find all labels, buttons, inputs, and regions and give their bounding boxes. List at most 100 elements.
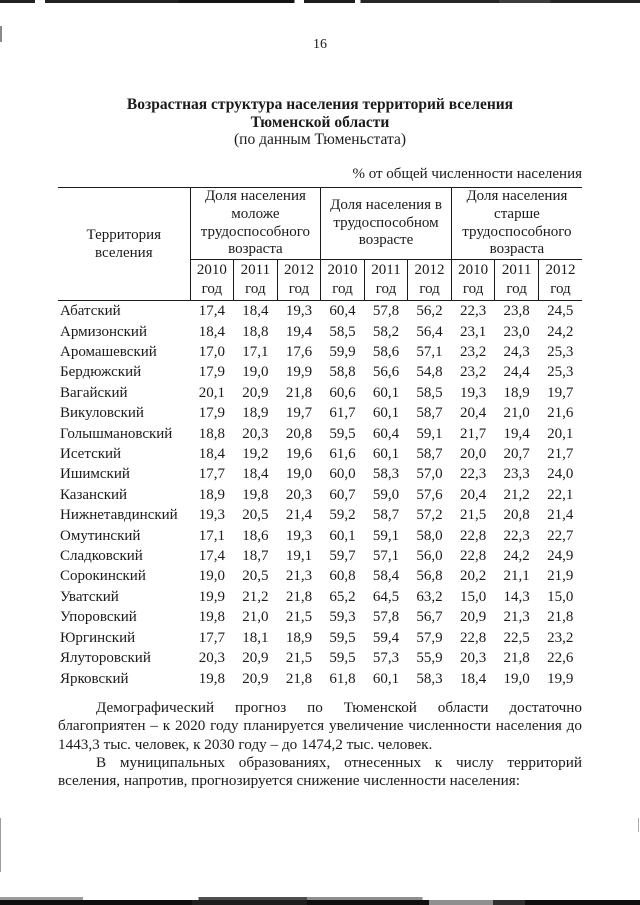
value-cell: 61,6 — [329, 446, 356, 463]
table-row: Бердюжский 17,9 19,0 19,9 58,8 56,6 54,8 23,2 24… — [58, 362, 582, 382]
value-cell: 56,2 — [416, 303, 443, 320]
value-cell: 19,2 — [242, 446, 269, 463]
value-cell: 18,8 — [198, 425, 225, 442]
value-cell: 14,3 — [503, 588, 530, 605]
territory-cell: Армизонский — [60, 323, 147, 340]
title-line-1: Возрастная структура населения территори… — [126, 96, 514, 113]
table-row: Уватский 19,9 21,2 21,8 65,2 64,5 63,2 15,0 14,3… — [58, 587, 582, 607]
territory-cell: Ишимский — [60, 466, 130, 483]
population-age-table: Территория вселения Доля населения моложе… — [58, 186, 582, 689]
value-cell: 60,0 — [329, 466, 356, 483]
value-cell: 19,3 — [198, 507, 225, 524]
year-header-2010-group-2: 2010 год — [320, 259, 365, 302]
value-cell: 23,0 — [503, 323, 530, 340]
value-cell: 56,0 — [416, 548, 443, 565]
value-cell: 17,4 — [198, 548, 225, 565]
table-row: Нижнетавдинский 19,3 20,5 21,4 59,2 58,7 57,2 2… — [58, 505, 582, 525]
value-cell: 59,5 — [329, 425, 356, 442]
year-header-2011-group-2: 2011 год — [363, 259, 408, 302]
value-cell: 56,6 — [372, 364, 400, 381]
value-cell: 59,1 — [416, 425, 443, 442]
value-cell: 56,7 — [416, 609, 443, 626]
value-cell: 23,2 — [459, 344, 487, 360]
value-cell: 20,9 — [459, 609, 487, 626]
value-cell: 19,0 — [242, 364, 269, 381]
value-cell: 57,9 — [416, 629, 443, 646]
table-row: Вагайский 20,1 20,9 21,8 60,6 60,1 58,5 19,3 18,… — [58, 383, 582, 403]
value-cell: 24,0 — [547, 466, 574, 483]
value-cell: 59,2 — [329, 507, 356, 524]
value-cell: 20,3 — [198, 650, 225, 667]
value-cell: 18,7 — [242, 548, 269, 565]
value-cell: 21,5 — [459, 507, 487, 524]
territory-column-header: Территория вселения — [58, 186, 191, 302]
value-cell: 20,8 — [285, 425, 313, 442]
value-cell: 25,3 — [547, 344, 574, 360]
value-cell: 63,2 — [416, 588, 443, 605]
value-cell: 58,0 — [416, 527, 443, 544]
value-cell: 22,8 — [459, 527, 487, 544]
scan-artifact-bottom-upper — [0, 897, 640, 900]
value-cell: 60,1 — [372, 670, 400, 687]
value-cell: 54,8 — [416, 364, 443, 381]
value-cell: 58,4 — [372, 568, 400, 585]
value-cell: 22,3 — [459, 466, 487, 483]
territory-cell: Сорокинский — [60, 568, 146, 585]
table-row: Ярковский 19,8 20,9 21,8 61,8 60,1 58,3 18,4 19,… — [58, 669, 582, 689]
value-cell: 21,8 — [285, 588, 313, 605]
value-cell: 21,2 — [242, 588, 269, 605]
value-cell: 60,4 — [372, 425, 400, 442]
value-cell: 15,0 — [547, 588, 574, 605]
value-cell: 58,7 — [416, 405, 443, 422]
value-cell: 22,1 — [547, 486, 574, 503]
value-cell: 20,3 — [459, 650, 487, 667]
value-cell: 21,4 — [547, 507, 574, 524]
value-cell: 61,8 — [329, 670, 356, 687]
value-cell: 20,1 — [198, 384, 225, 401]
value-cell: 17,6 — [285, 344, 313, 360]
value-cell: 21,2 — [503, 486, 530, 503]
table-row: Голышмановский 18,8 20,3 20,8 59,5 60,4 59,1 21… — [58, 424, 582, 444]
title-line-3: (по данным Тюменьстата) — [234, 131, 406, 148]
value-cell: 60,1 — [372, 446, 400, 463]
territory-cell: Юргинский — [60, 629, 136, 646]
value-cell: 20,0 — [459, 446, 487, 463]
table-row: Омутинский 17,1 18,6 19,3 60,1 59,1 58,0 22,8 22… — [58, 526, 582, 546]
value-cell: 60,4 — [329, 303, 356, 320]
value-cell: 21,3 — [503, 609, 530, 626]
value-cell: 58,5 — [416, 384, 443, 401]
value-cell: 21,8 — [503, 650, 530, 667]
value-cell: 58,8 — [329, 364, 356, 381]
title-line-2: Тюменской области — [250, 113, 390, 131]
value-cell: 59,3 — [329, 609, 356, 626]
value-cell: 60,8 — [329, 568, 356, 585]
value-cell: 17,1 — [242, 344, 269, 360]
value-cell: 23,2 — [459, 364, 487, 381]
table-row: Ишимский 17,7 18,4 19,0 60,0 58,3 57,0 22,3 23,3… — [58, 464, 582, 484]
value-cell: 23,3 — [503, 466, 530, 483]
value-cell: 24,2 — [503, 548, 530, 565]
value-cell: 18,9 — [285, 629, 313, 646]
value-cell: 20,9 — [242, 670, 269, 687]
value-cell: 60,6 — [329, 384, 356, 401]
table-row: Армизонский 18,4 18,8 19,4 58,5 58,2 56,4 23,1 2… — [58, 322, 582, 342]
table-row: Ялуторовский 20,3 20,9 21,5 59,5 57,3 55,9 20,3… — [58, 648, 582, 668]
value-cell: 19,3 — [285, 303, 313, 320]
value-cell: 19,9 — [285, 364, 313, 381]
value-cell: 19,0 — [285, 466, 313, 483]
paragraph-municipalities: В муниципальных образованиях, отнесенных… — [58, 753, 582, 790]
territory-cell: Исетский — [60, 446, 122, 463]
value-cell: 18,9 — [503, 384, 530, 401]
territory-cell: Голышмановский — [60, 425, 173, 442]
table-row: Абатский 17,4 18,4 19,3 60,4 57,8 56,2 22,3 23,8… — [58, 301, 582, 322]
value-cell: 24,3 — [503, 344, 530, 360]
table-body: Абатский 17,4 18,4 19,3 60,4 57,8 56,2 22,3 23,8… — [58, 301, 582, 689]
value-cell: 20,5 — [242, 568, 269, 585]
value-cell: 58,3 — [416, 670, 443, 687]
value-cell: 21,1 — [503, 568, 530, 585]
value-cell: 20,5 — [242, 507, 269, 524]
scan-artifact-left-top — [0, 26, 2, 42]
value-cell: 21,5 — [285, 650, 313, 667]
value-cell: 58,2 — [372, 323, 400, 340]
territory-cell: Ярковский — [60, 670, 129, 687]
